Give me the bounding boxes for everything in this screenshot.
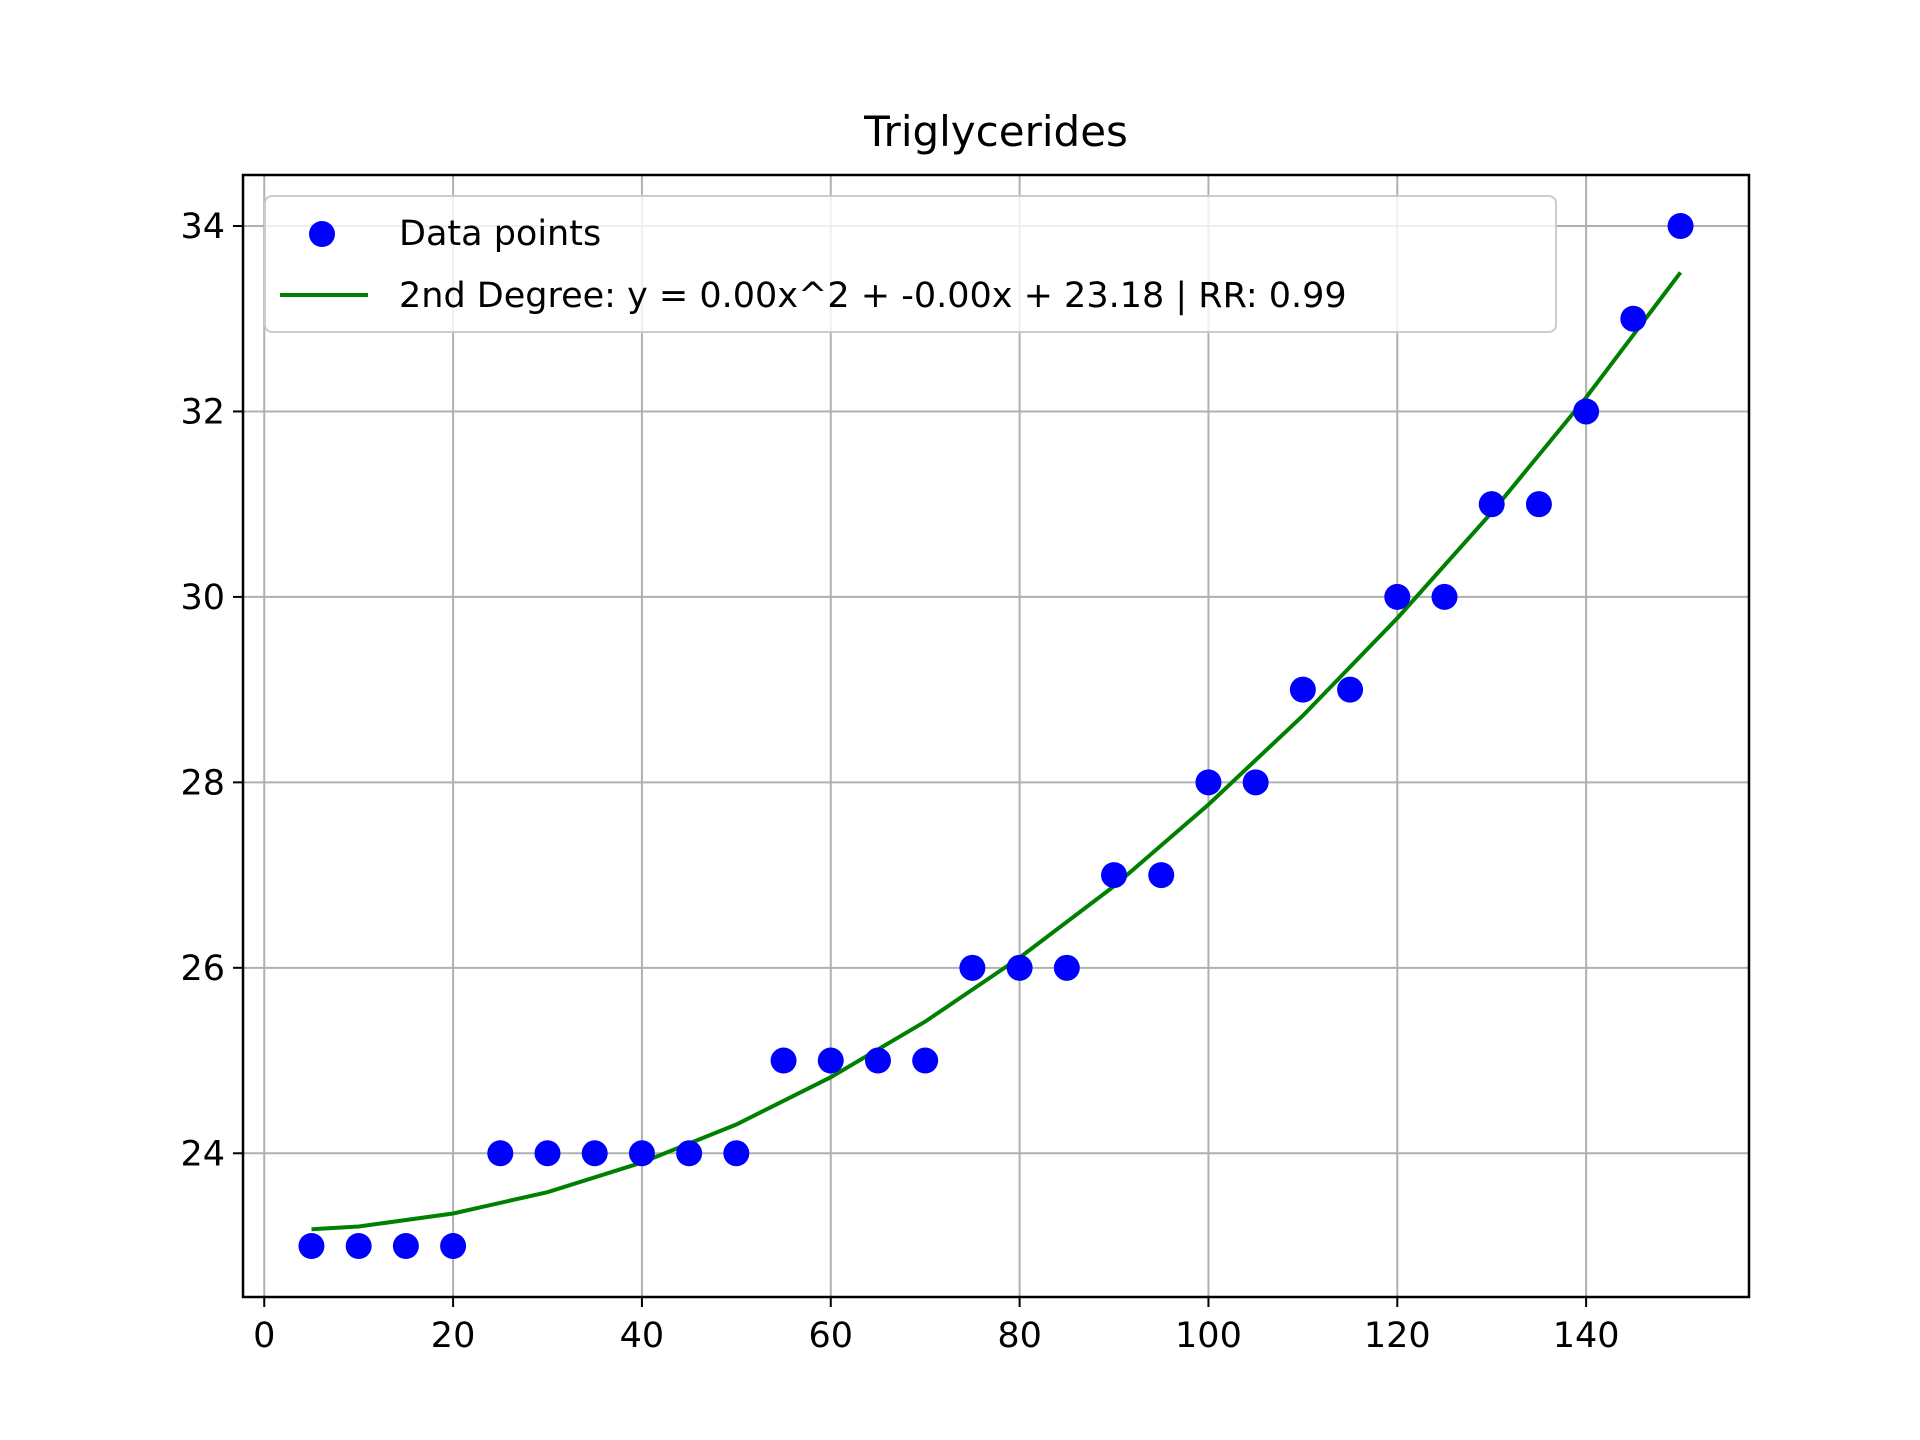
x-tick-label: 120: [1364, 1316, 1431, 1356]
legend-box: [264, 195, 1557, 333]
data-point: [912, 1047, 939, 1074]
data-point: [1667, 213, 1694, 239]
data-point: [487, 1140, 514, 1167]
y-tick-label: 26: [180, 949, 225, 989]
data-point: [1006, 954, 1033, 981]
data-point: [1242, 769, 1269, 796]
x-tick-label: 80: [997, 1316, 1042, 1356]
data-point: [345, 1233, 372, 1259]
data-point: [1101, 862, 1128, 889]
data-point: [1620, 305, 1647, 332]
data-point: [723, 1140, 750, 1167]
data-point: [1384, 583, 1411, 610]
legend-label-data-points: Data points: [399, 214, 601, 254]
fit-line: [311, 271, 1683, 1232]
y-tick-label: 32: [180, 392, 225, 432]
x-tick-label: 20: [431, 1316, 476, 1356]
x-tick-label: 40: [620, 1316, 665, 1356]
data-point: [770, 1047, 797, 1074]
data-point: [864, 1047, 891, 1074]
fit-line-layer: [311, 271, 1683, 1232]
y-tick-label: 30: [180, 578, 225, 618]
x-tick-label: 60: [808, 1316, 853, 1356]
data-point: [676, 1140, 703, 1167]
data-point: [1195, 769, 1222, 796]
data-point: [1573, 398, 1600, 425]
x-tick-label: 140: [1553, 1316, 1620, 1356]
y-tick-label: 34: [180, 207, 225, 247]
data-point: [1525, 491, 1552, 518]
scatter-points: [298, 213, 1694, 1259]
data-point: [1337, 676, 1364, 703]
legend-scatter-marker: [309, 221, 335, 247]
data-point: [959, 954, 986, 981]
data-point: [298, 1233, 325, 1259]
y-tick-label: 24: [180, 1134, 225, 1174]
x-tick-label: 100: [1175, 1316, 1242, 1356]
data-point: [1053, 954, 1080, 981]
axes-frame: [241, 173, 1751, 1299]
data-point: [440, 1233, 467, 1259]
legend: Data points 2nd Degree: y = 0.00x^2 + -0…: [264, 195, 1557, 333]
y-tick-label: 28: [180, 763, 225, 803]
data-point: [581, 1140, 608, 1167]
data-point: [1431, 583, 1458, 610]
data-point: [817, 1047, 844, 1074]
chart-title: Triglycerides: [863, 107, 1128, 156]
data-point: [1478, 491, 1505, 518]
x-tick-label: 0: [253, 1316, 275, 1356]
data-point: [1148, 862, 1175, 889]
axis-ticks: 0 20 40 60 80 100 120 140 24 26 28 30 32 34: [180, 207, 1619, 1356]
data-point: [1289, 676, 1316, 703]
data-point: [392, 1233, 419, 1259]
data-point: [628, 1140, 655, 1167]
data-point: [534, 1140, 561, 1167]
legend-label-fit: 2nd Degree: y = 0.00x^2 + -0.00x + 23.18…: [399, 276, 1347, 316]
